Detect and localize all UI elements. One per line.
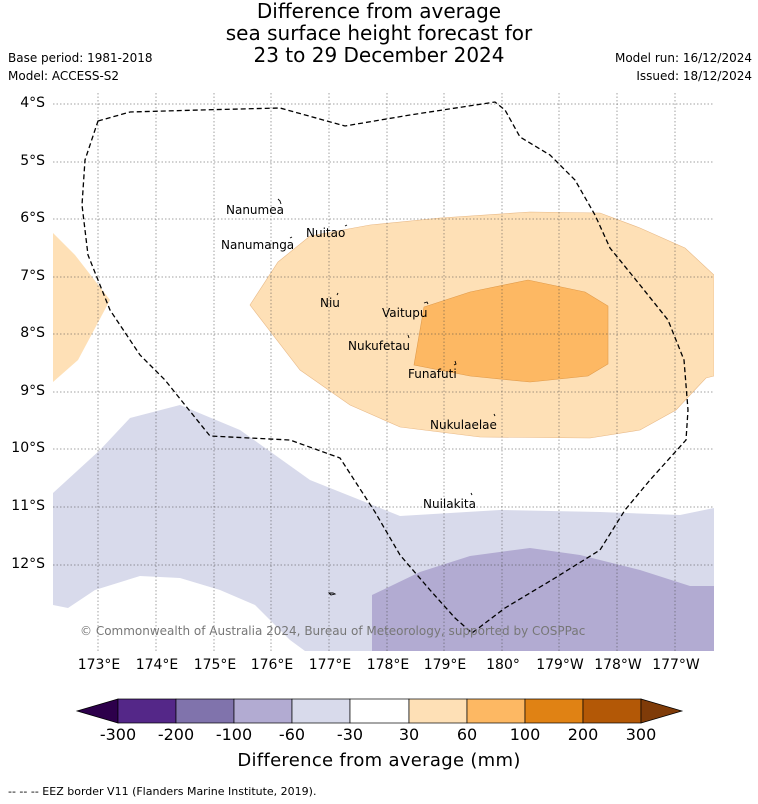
colorbar-tick: 30 (398, 725, 420, 744)
place-nanumea: Nanumea (226, 203, 284, 217)
lat-label: 4°S (20, 95, 45, 111)
copyright-notice: © Commonwealth of Australia 2024, Bureau… (80, 624, 586, 638)
colorbar-tick: 60 (456, 725, 478, 744)
anomaly-band-neutral (53, 576, 305, 651)
place-nanumanga: Nanumanga (221, 238, 295, 252)
place-nukulaelae: Nukulaelae (430, 418, 497, 432)
colorbar (75, 698, 684, 724)
colorbar-tick: 300 (625, 725, 657, 744)
meta-right: Model run: 16/12/2024 Issued: 18/12/2024 (615, 49, 752, 85)
title-line-1: Difference from average (256, 0, 502, 23)
anomaly-band-medium-negative (372, 548, 714, 651)
lon-label: 173°E (77, 657, 121, 673)
lon-label: 178°E (366, 657, 410, 673)
colorbar-tick: -200 (157, 725, 195, 744)
lon-label: 179°E (423, 657, 467, 673)
base-period: Base period: 1981-2018 (8, 51, 153, 65)
title-line-2: sea surface height forecast for (225, 21, 533, 45)
lon-label: 176°E (250, 657, 294, 673)
lon-label: 174°E (135, 657, 179, 673)
colorbar-tick: -60 (278, 725, 306, 744)
place-nuitao: Nuitao (306, 226, 346, 240)
colorbar-tick: -300 (99, 725, 137, 744)
model-run: Model run: 16/12/2024 (614, 51, 752, 65)
colorbar-extend-low (75, 698, 119, 724)
eez-border (81, 101, 689, 634)
colorbar-label: Difference from average (mm) (237, 750, 521, 771)
place-niu: Niu (320, 296, 340, 310)
eez-legend-note: -- -- -- EEZ border V11 (Flanders Marine… (8, 785, 317, 798)
colorbar-tick: -30 (336, 725, 364, 744)
place-nuilakita: Nuilakita (423, 497, 476, 511)
lon-label: 177°W (652, 657, 700, 673)
meta-left: Base period: 1981-2018 Model: ACCESS-S2 (8, 49, 153, 85)
lat-label: 12°S (11, 556, 45, 572)
colorbar-tick: 200 (567, 725, 599, 744)
place-vaitupu: Vaitupu (382, 306, 428, 320)
lat-label: 5°S (20, 153, 45, 169)
anomaly-band-medium-positive (413, 279, 609, 383)
colorbar-extend-high (640, 698, 684, 724)
lon-label: 180° (486, 657, 520, 673)
lon-label: 175°E (193, 657, 237, 673)
lat-label: 11°S (11, 498, 45, 514)
lon-label: 179°W (536, 657, 584, 673)
lon-label: 177°E (308, 657, 352, 673)
lat-label: 9°S (20, 383, 45, 399)
lat-label: 10°S (11, 440, 45, 456)
model-name: Model: ACCESS-S2 (8, 69, 120, 83)
place-nukufetau: Nukufetau (348, 339, 411, 353)
lon-label: 178°W (594, 657, 642, 673)
issued-date: Issued: 18/12/2024 (636, 69, 752, 83)
graticule (53, 93, 714, 651)
island-markers (277, 198, 496, 596)
lat-label: 6°S (20, 210, 45, 226)
colorbar-tick: 100 (509, 725, 541, 744)
title-line-3: 23 to 29 December 2024 (253, 43, 505, 67)
place-funafuti: Funafuti (408, 367, 457, 381)
colorbar-tick: -100 (215, 725, 253, 744)
lat-label: 7°S (20, 268, 45, 284)
map-title: Difference from average sea surface heig… (0, 0, 758, 66)
lat-label: 8°S (20, 325, 45, 341)
anomaly-band-light-positive-west (53, 233, 110, 382)
